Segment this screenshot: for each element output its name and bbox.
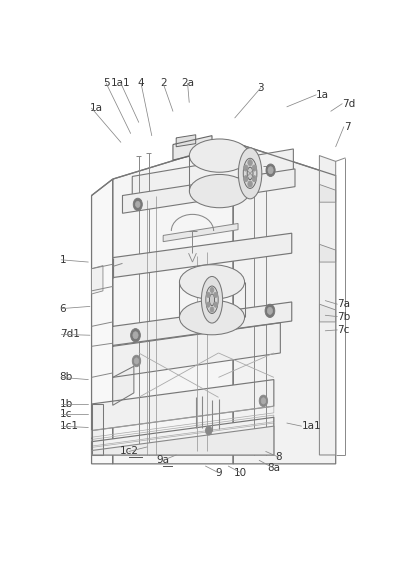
Circle shape: [261, 398, 266, 404]
Circle shape: [248, 181, 252, 187]
Circle shape: [252, 176, 257, 182]
Circle shape: [252, 165, 257, 171]
Ellipse shape: [247, 167, 253, 180]
Polygon shape: [319, 304, 336, 322]
Text: 10: 10: [234, 468, 247, 478]
Text: 5: 5: [103, 78, 110, 88]
Text: 9a: 9a: [157, 455, 170, 465]
Text: 7d: 7d: [342, 98, 355, 109]
Circle shape: [268, 307, 273, 314]
Polygon shape: [113, 323, 281, 377]
Polygon shape: [319, 184, 336, 202]
Circle shape: [206, 302, 210, 307]
Text: 3: 3: [257, 83, 264, 93]
Text: 6: 6: [60, 304, 66, 313]
Text: 2: 2: [160, 78, 166, 88]
Polygon shape: [319, 244, 336, 262]
Text: 1: 1: [60, 255, 66, 265]
Text: 8a: 8a: [268, 463, 280, 473]
Text: 8: 8: [276, 452, 282, 462]
Circle shape: [266, 164, 275, 176]
Polygon shape: [176, 135, 196, 147]
Circle shape: [248, 160, 252, 166]
Text: 1a1: 1a1: [302, 421, 321, 431]
Text: 7: 7: [344, 122, 350, 132]
Circle shape: [265, 304, 275, 317]
Text: 1c: 1c: [60, 409, 72, 419]
Polygon shape: [113, 302, 292, 346]
Text: 9: 9: [215, 468, 222, 478]
Text: 8b: 8b: [60, 372, 73, 382]
Circle shape: [134, 358, 139, 364]
Ellipse shape: [210, 294, 215, 305]
Text: 1c2: 1c2: [120, 446, 139, 456]
Text: 7b: 7b: [337, 312, 351, 321]
Polygon shape: [92, 266, 103, 294]
Polygon shape: [163, 223, 238, 242]
Text: 1a1: 1a1: [111, 78, 131, 88]
Circle shape: [214, 302, 218, 307]
Circle shape: [268, 166, 273, 174]
Circle shape: [133, 198, 142, 211]
Text: 1a: 1a: [90, 103, 103, 113]
Polygon shape: [123, 169, 295, 213]
Polygon shape: [92, 404, 103, 455]
Circle shape: [132, 355, 141, 367]
Polygon shape: [132, 149, 294, 199]
Circle shape: [259, 395, 268, 407]
Ellipse shape: [179, 265, 244, 300]
Circle shape: [244, 165, 248, 171]
Ellipse shape: [189, 139, 249, 172]
Polygon shape: [113, 142, 233, 464]
Polygon shape: [233, 142, 336, 464]
Ellipse shape: [189, 175, 249, 208]
Ellipse shape: [202, 276, 223, 323]
Text: 1a: 1a: [316, 90, 329, 100]
Circle shape: [131, 328, 140, 342]
Circle shape: [206, 292, 210, 298]
Circle shape: [214, 292, 218, 298]
Ellipse shape: [243, 158, 257, 188]
Circle shape: [244, 176, 248, 182]
Polygon shape: [173, 136, 212, 160]
Circle shape: [133, 332, 138, 339]
Polygon shape: [319, 156, 336, 455]
Polygon shape: [113, 366, 134, 406]
Text: 4: 4: [138, 78, 144, 88]
Ellipse shape: [239, 148, 262, 199]
Text: 1c1: 1c1: [60, 421, 79, 431]
Circle shape: [205, 426, 212, 435]
Ellipse shape: [179, 300, 244, 335]
Polygon shape: [92, 380, 274, 431]
Circle shape: [210, 287, 214, 293]
Text: 7a: 7a: [337, 299, 350, 309]
Circle shape: [210, 307, 214, 312]
Polygon shape: [92, 417, 274, 455]
Text: 7d1: 7d1: [60, 329, 79, 339]
Polygon shape: [113, 233, 292, 278]
Text: 7c: 7c: [337, 325, 350, 335]
Text: 1b: 1b: [60, 399, 73, 409]
Ellipse shape: [206, 286, 218, 313]
Polygon shape: [92, 426, 274, 455]
Polygon shape: [92, 179, 113, 464]
Circle shape: [136, 201, 140, 207]
Text: 2a: 2a: [181, 78, 194, 88]
